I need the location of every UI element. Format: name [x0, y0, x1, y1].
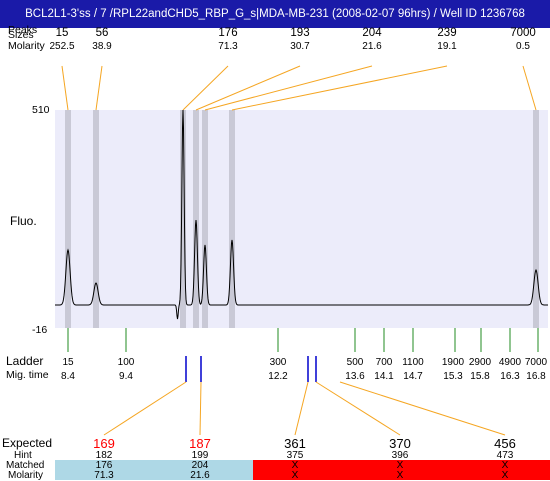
- peak-band-3: [180, 110, 186, 328]
- expected-connector-5: [339, 381, 506, 436]
- peak-size-value: 56: [95, 27, 109, 39]
- hint-value: 199: [191, 450, 209, 461]
- peak-molarity-value: 0.5: [516, 41, 530, 52]
- expected-connector-3: [294, 381, 309, 436]
- ladder-size-value: 700: [375, 357, 393, 368]
- molarity-row-label: Molarity: [8, 40, 45, 52]
- electropherogram-trace: [55, 109, 548, 320]
- expected-row-label: Expected: [2, 436, 53, 450]
- matched-molarity-value: X: [501, 470, 509, 481]
- expected-size-value: 187: [189, 436, 211, 451]
- ladder-size-value: 300: [269, 357, 287, 368]
- hint-row-label: Hint: [14, 450, 32, 461]
- peak-band-6: [229, 110, 235, 328]
- matched-value: X: [291, 460, 299, 471]
- matched-molarity-value: 21.6: [190, 470, 210, 481]
- peaks-overlap-label: Peaks: [8, 24, 38, 36]
- ladder-size-value: 7000: [524, 357, 548, 368]
- mig-time-label: Mig. time: [6, 369, 49, 381]
- peak-size-value: 176: [218, 27, 238, 39]
- peak-size-value: 7000: [510, 27, 536, 39]
- peak-band-1: [65, 110, 71, 328]
- ladder-mig-time-value: 15.3: [443, 371, 463, 382]
- expected-connector-1: [103, 381, 187, 436]
- expected-size-value: 456: [494, 436, 516, 451]
- peak-connector-7: [522, 65, 537, 111]
- y-axis-label: Fluo.: [10, 214, 37, 228]
- peak-molarity-value: 71.3: [218, 41, 238, 52]
- ladder-mig-time-value: 9.4: [119, 371, 133, 382]
- matched-molarity-value: X: [396, 470, 404, 481]
- matched-value: X: [501, 460, 509, 471]
- peak-band-2: [93, 110, 99, 328]
- matched-ok-band: [55, 460, 253, 480]
- ladder-mig-time-value: 14.7: [403, 371, 423, 382]
- hint-value: 375: [286, 450, 304, 461]
- peak-band-5: [202, 110, 208, 328]
- peak-size-value: 193: [290, 27, 310, 39]
- peak-molarity-value: 30.7: [290, 41, 310, 52]
- expected-connector-2: [199, 381, 202, 436]
- matched-molarity-value: 71.3: [94, 470, 114, 481]
- ladder-size-value: 1100: [402, 357, 424, 368]
- ladder-mig-time-value: 13.6: [345, 371, 365, 382]
- ladder-mig-time-value: 8.4: [61, 371, 75, 382]
- expected-size-value: 169: [93, 436, 115, 451]
- expected-connector-4: [315, 381, 401, 436]
- ladder-size-value: 2900: [468, 357, 492, 368]
- peak-band-7: [533, 110, 539, 328]
- matched-row-label: Matched: [6, 460, 45, 471]
- y-max-label: 510: [32, 104, 50, 116]
- y-min-label: -16: [32, 324, 48, 336]
- ladder-mig-time-value: 15.8: [470, 371, 490, 382]
- ladder-size-value: 4900: [498, 357, 522, 368]
- peak-connector-6: [231, 65, 448, 111]
- peak-band-4: [193, 110, 199, 328]
- matched-miss-band: [253, 460, 550, 480]
- ladder-mig-time-value: 12.2: [268, 371, 288, 382]
- matched-value: 176: [95, 460, 113, 471]
- peak-molarity-value: 21.6: [362, 41, 382, 52]
- sizes-row-label: Sizes: [8, 29, 34, 41]
- peak-connector-5: [204, 65, 373, 111]
- peak-molarity-value: 252.5: [49, 41, 75, 52]
- ladder-size-value: 15: [62, 357, 74, 368]
- peak-molarity-value: 38.9: [92, 41, 112, 52]
- molarity-table-row-label: Molarity: [8, 470, 44, 481]
- matched-value: X: [396, 460, 404, 471]
- peak-connector-3: [182, 65, 229, 111]
- matched-value: 204: [191, 460, 209, 471]
- hint-value: 473: [496, 450, 514, 461]
- window-title: BCL2L1-3'ss / 7 /RPL22andCHD5_RBP_G_s|MD…: [0, 0, 550, 28]
- ladder-size-value: 100: [117, 357, 135, 368]
- peak-connector-4: [195, 65, 301, 111]
- peak-size-value: 239: [437, 27, 457, 39]
- ladder-size-value: 1900: [441, 357, 465, 368]
- expected-size-value: 361: [284, 436, 306, 451]
- ladder-mig-time-value: 14.1: [374, 371, 394, 382]
- plot-area: [55, 110, 548, 328]
- peak-size-value: 204: [362, 27, 382, 39]
- matched-molarity-value: X: [291, 470, 299, 481]
- hint-value: 396: [391, 450, 409, 461]
- peak-molarity-value: 19.1: [437, 41, 457, 52]
- ladder-size-value: 500: [346, 357, 364, 368]
- peak-size-value: 15: [55, 27, 69, 39]
- hint-value: 182: [95, 450, 113, 461]
- peak-connector-1: [61, 65, 69, 111]
- expected-size-value: 370: [389, 436, 411, 451]
- ladder-label: Ladder: [6, 354, 44, 368]
- ladder-mig-time-value: 16.8: [526, 371, 546, 382]
- ladder-mig-time-value: 16.3: [500, 371, 520, 382]
- peak-connector-2: [95, 65, 103, 111]
